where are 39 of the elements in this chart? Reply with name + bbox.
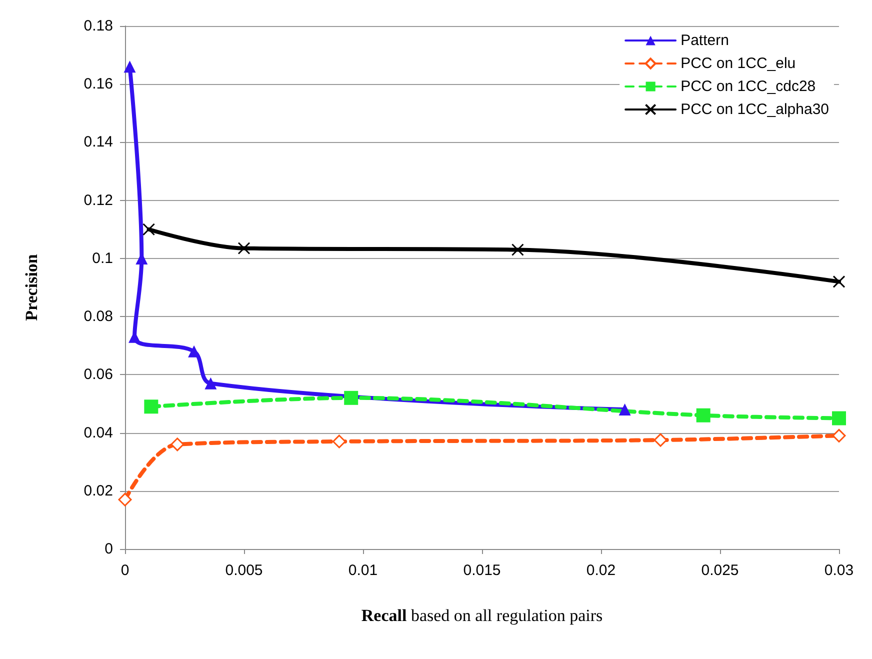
y-tick-label: 0.04 (84, 424, 113, 442)
y-axis-title: Precision (22, 254, 41, 321)
y-tick-label: 0.02 (84, 482, 113, 500)
point (332, 434, 346, 448)
point (832, 275, 846, 288)
x-tick-label: 0 (120, 562, 130, 579)
legend-label: PCC on 1CC_elu (680, 55, 796, 72)
y-tick-label: 0.16 (84, 76, 113, 93)
legend-label: PCC on 1CC_cdc28 (680, 78, 816, 95)
x-tick-label: 0.03 (824, 562, 854, 579)
point (511, 243, 524, 256)
point (142, 223, 156, 236)
y-tick-label: 0.12 (84, 192, 113, 209)
point (832, 411, 846, 426)
x-tick-label: 0.01 (348, 562, 378, 579)
y-tick-label: 0.1 (92, 250, 113, 267)
x-axis-title: Recall based on all regulation pairs (361, 606, 603, 625)
y-tick-label: 0.08 (84, 308, 113, 326)
point (144, 400, 158, 414)
point (696, 408, 710, 422)
x-tick-label: 0.015 (463, 562, 501, 579)
x-tick-label: 0.005 (225, 562, 263, 579)
point (618, 404, 631, 416)
point (344, 390, 358, 405)
y-tick-label: 0 (104, 540, 113, 558)
point (204, 377, 217, 390)
x-tick-label: 0.025 (701, 562, 739, 579)
y-tick-label: 0.14 (84, 134, 113, 151)
point (170, 438, 184, 452)
point (238, 242, 250, 255)
legend-label: Pattern (680, 32, 729, 49)
point (654, 433, 668, 447)
y-tick-label: 0.06 (84, 366, 113, 384)
x-tick-label: 0.02 (586, 562, 616, 579)
point (118, 492, 132, 506)
point (832, 428, 846, 442)
legend-label: PCC on 1CC_alpha30 (680, 101, 830, 118)
y-tick-label: 0.18 (84, 18, 113, 34)
point (124, 60, 136, 73)
